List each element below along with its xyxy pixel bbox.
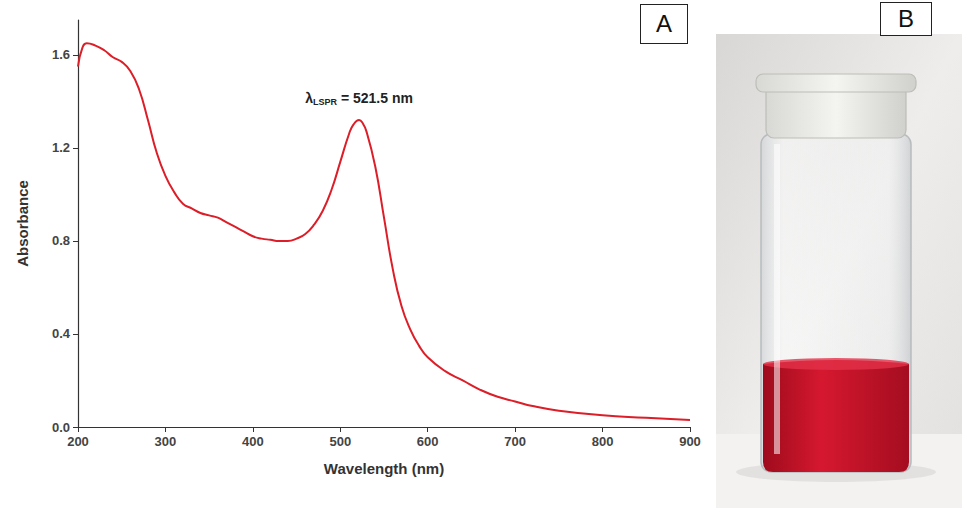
svg-text:Absorbance: Absorbance bbox=[14, 180, 31, 267]
svg-text:0.8: 0.8 bbox=[52, 233, 70, 248]
svg-text:0.0: 0.0 bbox=[52, 420, 70, 435]
svg-text:300: 300 bbox=[155, 434, 177, 449]
svg-text:200: 200 bbox=[67, 434, 89, 449]
svg-text:600: 600 bbox=[417, 434, 439, 449]
svg-text:Wavelength (nm): Wavelength (nm) bbox=[324, 460, 444, 477]
svg-text:800: 800 bbox=[592, 434, 614, 449]
svg-text:0.4: 0.4 bbox=[52, 326, 71, 341]
svg-text:1.6: 1.6 bbox=[52, 47, 70, 62]
svg-text:900: 900 bbox=[679, 434, 701, 449]
svg-text:700: 700 bbox=[504, 434, 526, 449]
svg-text:400: 400 bbox=[242, 434, 264, 449]
svg-text:LSPR: LSPR bbox=[313, 97, 338, 107]
svg-text:λ: λ bbox=[305, 90, 313, 106]
svg-text:= 521.5 nm: = 521.5 nm bbox=[337, 90, 413, 106]
svg-text:500: 500 bbox=[329, 434, 351, 449]
html-text:A: A bbox=[656, 10, 672, 37]
svg-text:1.2: 1.2 bbox=[52, 140, 70, 155]
html-text:B: B bbox=[898, 5, 914, 32]
